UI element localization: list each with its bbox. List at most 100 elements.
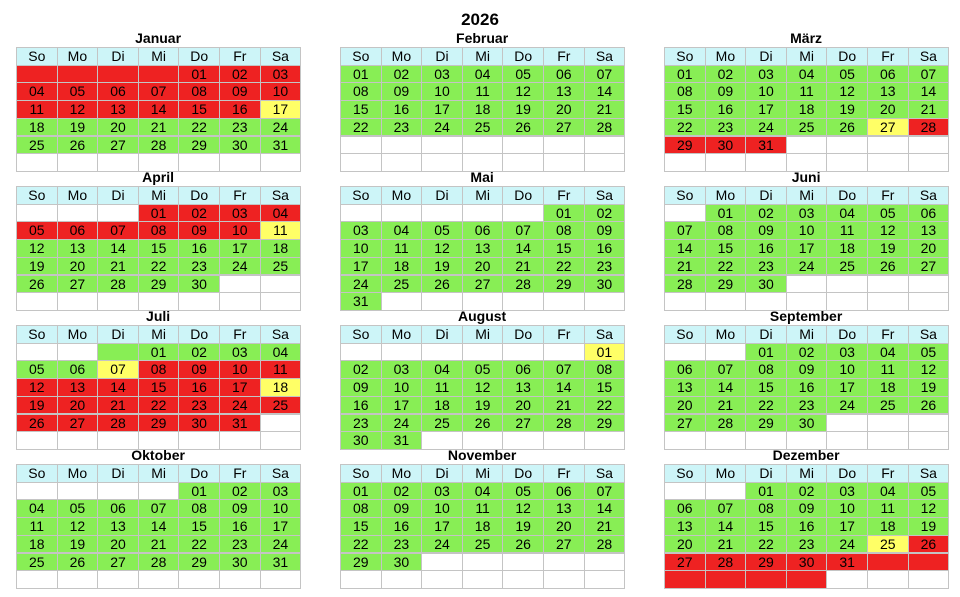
day-cell: 30 (380, 552, 423, 572)
day-cell: 12 (56, 100, 99, 119)
empty-cell (826, 570, 868, 589)
year-title: 2026 (461, 10, 499, 29)
day-cell: 05 (56, 499, 99, 519)
day-cell: 07 (704, 499, 747, 519)
day-cell: 25 (259, 256, 302, 276)
empty-cell (421, 552, 463, 572)
day-cell: 29 (137, 413, 180, 433)
day-cell: 28 (583, 117, 626, 137)
day-cell: 30 (219, 135, 261, 155)
day-cell: 19 (867, 239, 909, 258)
empty-cell (137, 481, 180, 501)
weekday-header: Fr (219, 186, 261, 205)
weekday-header: Sa (259, 186, 302, 205)
weekday-header: Sa (907, 47, 950, 66)
day-cell: 08 (137, 360, 180, 380)
empty-cell (259, 570, 302, 589)
day-cell: 15 (745, 517, 787, 536)
day-cell: 17 (380, 395, 423, 415)
weekday-header: Sa (259, 325, 302, 344)
day-cell: 17 (785, 239, 828, 258)
day-cell: 30 (178, 413, 220, 433)
day-cell: 23 (380, 117, 423, 137)
day-cell: 26 (421, 274, 463, 294)
day-cell: 11 (867, 360, 909, 380)
day-cell: 19 (502, 100, 544, 119)
day-cell: 30 (704, 135, 747, 155)
day-cell: 24 (340, 274, 382, 294)
day-cell: 22 (137, 395, 180, 415)
day-cell: 17 (826, 378, 868, 397)
day-cell: 06 (97, 82, 139, 102)
day-cell: 04 (259, 342, 302, 362)
day-cell: 29 (664, 135, 706, 155)
day-cell: 12 (461, 378, 504, 397)
day-cell: 12 (826, 82, 868, 102)
day-cell: 08 (137, 221, 180, 241)
weekday-header: Sa (907, 464, 950, 483)
day-cell: 21 (97, 256, 139, 276)
empty-cell (867, 274, 909, 294)
day-cell: 12 (502, 499, 544, 519)
weekday-header: Di (97, 47, 139, 66)
day-cell: 12 (502, 82, 544, 102)
day-cell: 22 (137, 256, 180, 276)
day-cell: 29 (583, 413, 626, 433)
day-cell: 03 (785, 203, 828, 223)
day-cell: 26 (907, 534, 950, 554)
day-cell: 07 (543, 360, 585, 380)
day-cell: 30 (785, 413, 828, 433)
day-cell: 05 (16, 221, 58, 241)
day-cell: 18 (867, 378, 909, 397)
empty-cell (97, 203, 139, 223)
weekday-header: Mo (56, 464, 99, 483)
day-cell: 01 (178, 64, 220, 84)
day-cell: 28 (97, 274, 139, 294)
day-cell: 23 (219, 534, 261, 554)
day-cell: 05 (826, 64, 868, 84)
weekday-header: Sa (583, 47, 626, 66)
empty-cell (664, 570, 706, 589)
day-cell: 01 (340, 64, 382, 84)
day-cell: 18 (867, 517, 909, 536)
weekday-header: Mo (56, 325, 99, 344)
day-cell: 06 (56, 221, 99, 241)
day-cell: 20 (97, 117, 139, 137)
day-cell: 11 (259, 221, 302, 241)
day-cell: 04 (380, 221, 423, 241)
day-cell: 31 (826, 552, 868, 572)
day-cell: 26 (502, 117, 544, 137)
day-cell: 25 (16, 552, 58, 572)
day-cell: 11 (16, 100, 58, 119)
day-cell: 11 (461, 82, 504, 102)
day-cell: 01 (583, 342, 626, 362)
empty-cell (97, 342, 139, 362)
day-cell: 14 (907, 82, 950, 102)
empty-cell (137, 64, 180, 84)
empty-cell (421, 570, 463, 589)
weekday-header: Fr (543, 47, 585, 66)
day-cell: 03 (219, 342, 261, 362)
weekday-header: Mi (785, 47, 828, 66)
day-cell: 18 (259, 239, 302, 258)
day-cell: 19 (826, 100, 868, 119)
day-cell: 22 (745, 395, 787, 415)
weekday-header: So (664, 186, 706, 205)
day-cell: 08 (745, 360, 787, 380)
day-cell: 17 (421, 517, 463, 536)
day-cell: 20 (543, 100, 585, 119)
day-cell: 08 (178, 499, 220, 519)
day-cell: 23 (380, 534, 423, 554)
day-cell: 17 (340, 256, 382, 276)
empty-cell (826, 135, 868, 155)
weekday-header: Mi (785, 186, 828, 205)
day-cell: 06 (543, 64, 585, 84)
empty-cell (583, 153, 626, 172)
day-cell: 13 (664, 378, 706, 397)
day-cell: 10 (421, 82, 463, 102)
day-cell: 23 (704, 117, 747, 137)
day-cell: 06 (97, 499, 139, 519)
month-name: Juni (791, 169, 821, 185)
empty-cell (340, 203, 382, 223)
